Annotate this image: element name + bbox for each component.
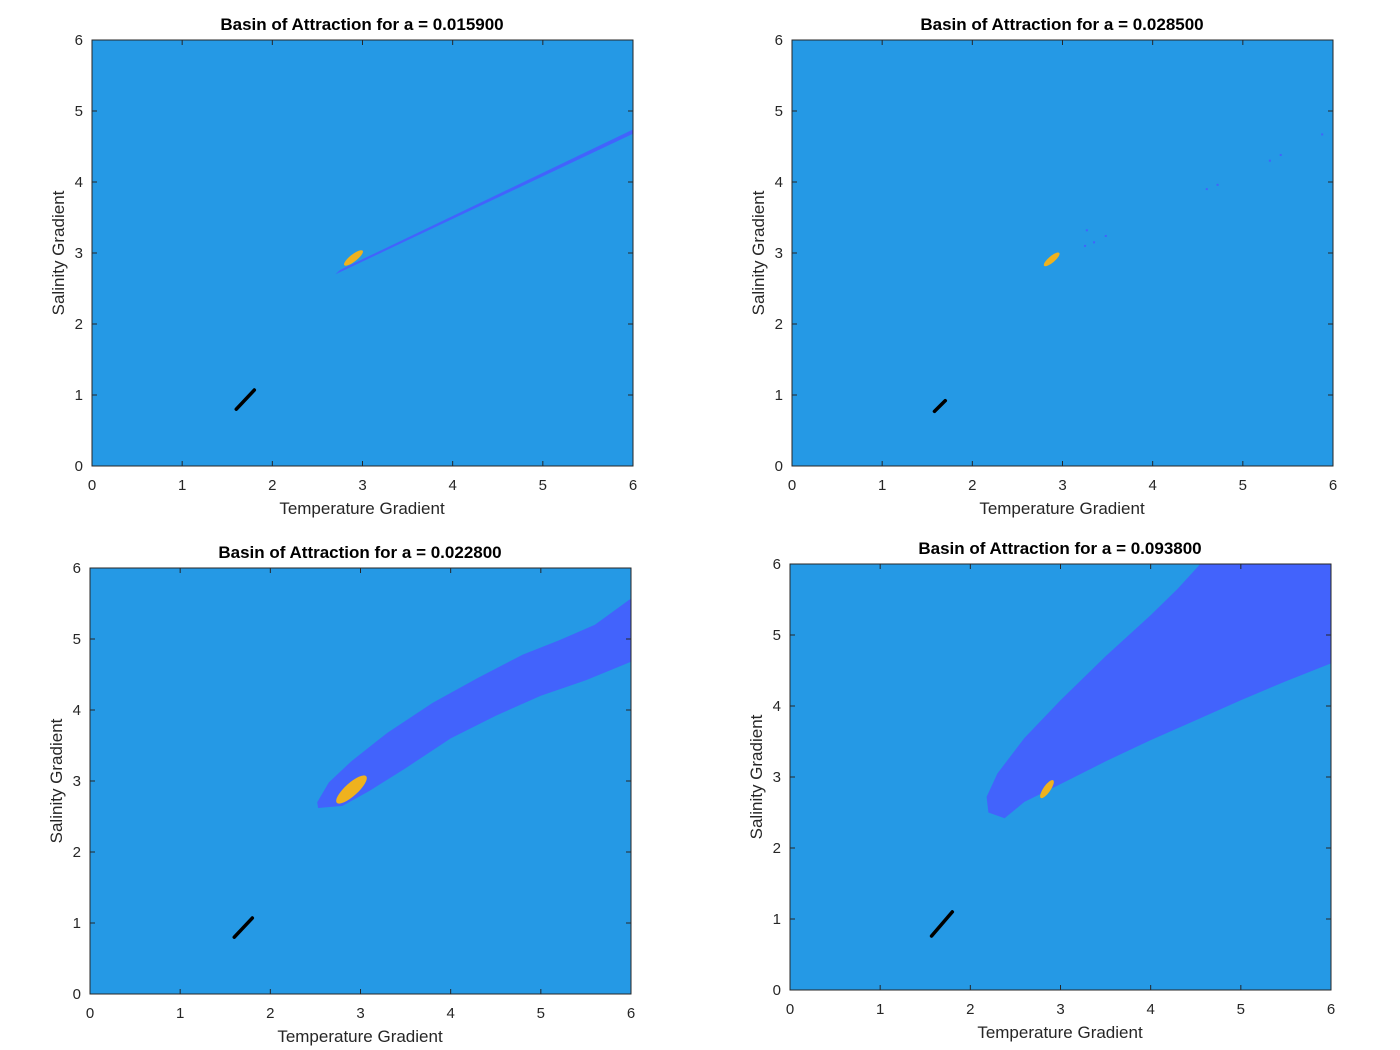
plot-area: [790, 564, 1331, 990]
attractor-region: [1040, 779, 1054, 799]
x-tick-label: 5: [1239, 477, 1247, 494]
x-tick-label: 1: [878, 477, 886, 494]
x-tick-label: 0: [86, 1005, 94, 1022]
y-tick-label: 2: [775, 316, 783, 333]
attractor-region: [1043, 252, 1060, 267]
y-tick-label: 5: [75, 103, 83, 120]
x-tick-label: 3: [358, 477, 366, 494]
plot-area: [92, 40, 633, 466]
y-tick-label: 6: [773, 556, 781, 573]
y-axis-label: Salinity Gradient: [747, 714, 766, 839]
y-tick-label: 0: [75, 458, 83, 475]
basin-region: [335, 129, 633, 275]
subplot-bottom-right: Basin of Attraction for a = 0.093800 Tem…: [747, 539, 1335, 1042]
y-tick-label: 0: [773, 982, 781, 999]
y-tick-label: 4: [773, 698, 781, 715]
plot-area: [90, 568, 631, 994]
y-tick-label: 3: [773, 769, 781, 786]
subplot-top-right: Basin of Attraction for a = 0.028500 Tem…: [749, 15, 1337, 518]
x-tick-label: 0: [788, 477, 796, 494]
y-axis-label: Salinity Gradient: [47, 718, 66, 843]
basin-region: [317, 598, 631, 808]
x-tick-label: 1: [176, 1005, 184, 1022]
x-tick-label: 1: [876, 1001, 884, 1018]
attractor-region: [343, 250, 363, 266]
x-axis-label: Temperature Gradient: [979, 499, 1145, 518]
basin-speck: [1279, 154, 1282, 157]
x-tick-label: 4: [446, 1005, 454, 1022]
x-tick-label: 2: [968, 477, 976, 494]
basin-speck: [1085, 229, 1088, 232]
x-tick-label: 5: [537, 1005, 545, 1022]
x-tick-label: 4: [448, 477, 456, 494]
x-tick-label: 6: [1329, 477, 1337, 494]
x-axis-label: Temperature Gradient: [277, 1027, 443, 1046]
y-tick-label: 4: [775, 174, 783, 191]
x-tick-label: 4: [1146, 1001, 1154, 1018]
y-tick-label: 2: [75, 316, 83, 333]
chart-title: Basin of Attraction for a = 0.022800: [218, 543, 501, 562]
chart-title: Basin of Attraction for a = 0.093800: [918, 539, 1201, 558]
y-tick-label: 6: [75, 32, 83, 49]
y-tick-label: 1: [73, 915, 81, 932]
subplot-top-left: Basin of Attraction for a = 0.015900 Tem…: [49, 15, 637, 518]
y-tick-label: 1: [773, 911, 781, 928]
y-tick-label: 3: [775, 245, 783, 262]
x-tick-label: 0: [786, 1001, 794, 1018]
background-region: [792, 40, 1333, 466]
x-tick-label: 6: [629, 477, 637, 494]
plot-area: [792, 40, 1333, 466]
basin-speck: [1104, 234, 1107, 237]
y-tick-label: 2: [73, 844, 81, 861]
basin-speck: [1093, 241, 1096, 244]
x-tick-label: 6: [1327, 1001, 1335, 1018]
fixed-point-region: [234, 388, 257, 411]
x-tick-label: 3: [1056, 1001, 1064, 1018]
y-tick-label: 0: [73, 986, 81, 1003]
attractor-region: [336, 775, 367, 804]
x-axis-label: Temperature Gradient: [977, 1023, 1143, 1042]
x-tick-label: 3: [356, 1005, 364, 1022]
chart-title: Basin of Attraction for a = 0.015900: [220, 15, 503, 34]
y-axis-label: Salinity Gradient: [749, 190, 768, 315]
y-tick-label: 0: [775, 458, 783, 475]
x-tick-label: 1: [178, 477, 186, 494]
x-tick-label: 2: [266, 1005, 274, 1022]
y-tick-label: 3: [73, 773, 81, 790]
x-tick-label: 2: [966, 1001, 974, 1018]
x-tick-label: 6: [627, 1005, 635, 1022]
x-tick-label: 2: [268, 477, 276, 494]
x-tick-label: 5: [539, 477, 547, 494]
y-tick-label: 1: [775, 387, 783, 404]
y-tick-label: 5: [775, 103, 783, 120]
basin-speck: [1268, 159, 1271, 162]
fixed-point-region: [932, 398, 948, 414]
x-tick-label: 5: [1237, 1001, 1245, 1018]
basin-speck: [1084, 244, 1087, 247]
y-tick-label: 2: [773, 840, 781, 857]
y-tick-label: 6: [775, 32, 783, 49]
basin-speck: [1205, 188, 1208, 191]
x-axis-label: Temperature Gradient: [279, 499, 445, 518]
x-tick-label: 0: [88, 477, 96, 494]
basin-region: [986, 564, 1331, 819]
fixed-point-region: [232, 916, 255, 939]
subplot-bottom-left: Basin of Attraction for a = 0.022800 Tem…: [47, 543, 635, 1046]
y-tick-label: 1: [75, 387, 83, 404]
fixed-point-region: [929, 910, 955, 938]
x-tick-label: 3: [1058, 477, 1066, 494]
x-tick-label: 4: [1148, 477, 1156, 494]
y-axis-label: Salinity Gradient: [49, 190, 68, 315]
y-tick-label: 3: [75, 245, 83, 262]
y-tick-label: 4: [73, 702, 81, 719]
y-tick-label: 4: [75, 174, 83, 191]
y-tick-label: 5: [773, 627, 781, 644]
basin-speck: [1216, 183, 1219, 186]
y-tick-label: 5: [73, 631, 81, 648]
basin-speck: [1321, 133, 1324, 136]
chart-title: Basin of Attraction for a = 0.028500: [920, 15, 1203, 34]
y-tick-label: 6: [73, 560, 81, 577]
